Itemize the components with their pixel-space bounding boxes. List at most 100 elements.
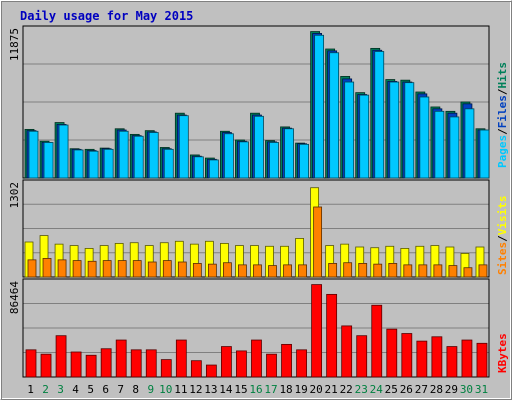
x-tick-label-day-19: 19 [294, 383, 307, 396]
x-tick-label-day-27: 27 [415, 383, 428, 396]
bar-sites-day-13 [207, 263, 217, 278]
legend-hits-files-pages: Pages/Files/Hits [496, 62, 509, 168]
bar-kbytes-day-23 [356, 335, 368, 378]
bar-sites-day-26 [403, 264, 413, 278]
bar-kbytes-day-24 [371, 304, 383, 378]
bar-kbytes-day-21 [326, 293, 338, 378]
x-tick-label-day-9: 9 [147, 383, 154, 396]
bar-kbytes-day-13 [205, 364, 217, 378]
bar-pages-day-23 [359, 94, 370, 179]
bar-kbytes-day-11 [175, 339, 187, 378]
x-tick-label-day-11: 11 [174, 383, 187, 396]
bar-kbytes-day-20 [311, 284, 323, 378]
legend-visits: Visits [496, 196, 509, 236]
y-max-label: 86464 [8, 281, 21, 314]
bar-pages-day-12 [193, 156, 204, 179]
bar-pages-day-3 [58, 124, 69, 179]
bar-kbytes-day-27 [416, 340, 428, 378]
bar-kbytes-day-2 [40, 353, 52, 378]
x-tick-label-day-20: 20 [310, 383, 323, 396]
bar-kbytes-day-9 [145, 349, 157, 378]
bar-pages-day-15 [239, 141, 249, 179]
bar-pages-day-25 [389, 81, 400, 179]
bar-sites-day-16 [253, 264, 262, 278]
bar-kbytes-day-25 [386, 328, 398, 378]
bar-kbytes-day-1 [25, 349, 37, 378]
x-tick-label-day-5: 5 [87, 383, 94, 396]
bar-sites-day-2 [42, 258, 52, 278]
x-tick-label-day-25: 25 [385, 383, 398, 396]
bar-pages-day-29 [449, 116, 460, 179]
bar-pages-day-8 [133, 135, 144, 179]
bar-sites-day-29 [448, 265, 458, 278]
legend-files: Files [496, 95, 509, 128]
bar-kbytes-day-3 [55, 335, 67, 378]
bar-pages-day-28 [434, 110, 445, 179]
bar-kbytes-day-12 [190, 360, 202, 378]
legend-kbytes: KBytes [496, 333, 509, 373]
bar-sites-day-11 [177, 261, 187, 278]
chart-title: Daily usage for May 2015 [20, 9, 193, 23]
bar-sites-day-4 [72, 260, 82, 278]
bar-pages-day-11 [178, 115, 189, 179]
bar-sites-day-27 [418, 264, 428, 278]
bar-pages-day-13 [208, 159, 219, 179]
bar-pages-day-19 [299, 143, 309, 179]
x-tick-label-day-16: 16 [249, 383, 262, 396]
bar-kbytes-day-28 [431, 336, 443, 378]
bar-kbytes-day-10 [160, 359, 172, 378]
bar-pages-day-31 [479, 129, 490, 179]
bar-pages-day-20 [314, 34, 325, 179]
bar-sites-day-14 [223, 262, 232, 278]
x-tick-label-day-15: 15 [234, 383, 247, 396]
x-tick-label-day-6: 6 [102, 383, 109, 396]
bar-sites-day-3 [57, 259, 67, 278]
legend-hits: Hits [496, 62, 509, 89]
legend-sites: Sites [496, 242, 509, 275]
bar-pages-day-17 [269, 142, 279, 179]
x-tick-label-day-3: 3 [57, 383, 64, 396]
bar-sites-day-17 [268, 265, 277, 278]
bar-sites-day-30 [463, 267, 473, 278]
x-tick-label-day-18: 18 [279, 383, 292, 396]
bar-kbytes-day-17 [266, 353, 277, 378]
bar-pages-day-2 [43, 142, 54, 179]
bar-pages-day-27 [419, 96, 430, 179]
bar-sites-day-15 [238, 264, 247, 278]
bar-sites-day-22 [343, 262, 353, 278]
panel-visits-sites: 1302 Sites/Visits [8, 179, 509, 278]
bar-pages-day-4 [73, 149, 84, 179]
x-tick-label-day-31: 31 [475, 383, 488, 396]
bar-pages-day-9 [148, 132, 159, 179]
x-tick-label-day-26: 26 [400, 383, 413, 396]
bar-kbytes-day-22 [341, 325, 353, 378]
y-max-label: 11875 [8, 28, 21, 61]
bar-sites-day-6 [102, 260, 112, 278]
bar-sites-day-9 [147, 261, 157, 278]
bar-kbytes-day-29 [446, 346, 458, 378]
bar-pages-day-16 [254, 115, 264, 179]
x-tick-label-day-30: 30 [460, 383, 473, 396]
bar-pages-day-6 [103, 148, 114, 179]
bar-kbytes-day-4 [70, 351, 82, 378]
panel-hits-files-pages: 11875 Pages/Files/Hits [8, 25, 509, 179]
x-tick-label-day-23: 23 [355, 383, 368, 396]
bar-sites-day-7 [117, 260, 127, 278]
bar-sites-day-20 [313, 206, 323, 278]
bar-pages-day-14 [224, 133, 234, 179]
bar-kbytes-day-7 [115, 339, 127, 378]
bar-pages-day-10 [163, 148, 174, 179]
bar-sites-day-5 [87, 260, 97, 278]
bar-kbytes-day-14 [221, 346, 232, 378]
x-tick-label-day-1: 1 [27, 383, 34, 396]
bar-pages-day-22 [344, 81, 355, 179]
bar-sites-day-24 [373, 263, 383, 278]
legend-sites-visits: Sites/Visits [496, 196, 509, 276]
x-tick-label-day-8: 8 [132, 383, 139, 396]
bar-sites-day-19 [298, 264, 307, 278]
bar-sites-day-12 [192, 263, 202, 278]
bar-kbytes-day-6 [100, 348, 112, 378]
x-tick-label-day-12: 12 [189, 383, 202, 396]
